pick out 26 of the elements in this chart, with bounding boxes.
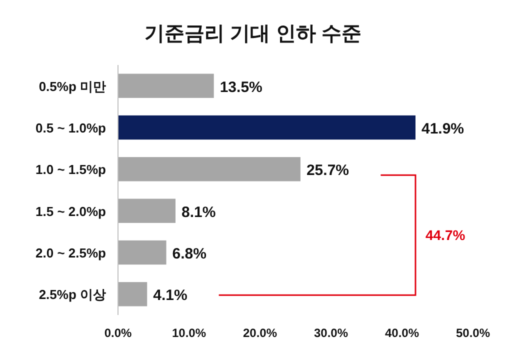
x-tick-label: 50.0%	[456, 326, 490, 340]
x-tick-label: 10.0%	[172, 326, 206, 340]
y-tick-label: 0.5 ~ 1.0%p	[36, 120, 106, 136]
y-tick-label: 0.5%p 미만	[38, 78, 106, 94]
chart-title: 기준금리 기대 인하 수준	[144, 23, 362, 45]
data-label: 8.1%	[182, 204, 216, 221]
x-tick-label: 40.0%	[384, 326, 420, 340]
annotation: 44.7%	[425, 227, 466, 244]
y-tick-label: 2.5%p 이상	[38, 287, 106, 302]
x-tick-label: 0.0%	[104, 326, 132, 340]
data-label: 25.7%	[306, 162, 350, 180]
bar	[118, 115, 416, 140]
data-label: 41.9%	[421, 120, 464, 138]
data-label: 13.5%	[220, 78, 262, 96]
bar	[118, 282, 148, 306]
bar	[118, 198, 176, 223]
x-tick-label: 20.0%	[242, 326, 278, 340]
data-label: 4.1%	[153, 287, 188, 304]
y-tick-label: 1.5 ~ 2.0%p	[36, 204, 106, 219]
y-tick-label: 1.0 ~ 1.5%p	[36, 162, 106, 178]
x-tick-label: 30.0%	[314, 326, 348, 340]
bar	[118, 240, 166, 265]
data-label: 6.8%	[172, 246, 206, 262]
y-tick-label: 2.0 ~ 2.5%p	[36, 246, 106, 260]
bar	[118, 74, 214, 98]
bar	[118, 157, 300, 182]
